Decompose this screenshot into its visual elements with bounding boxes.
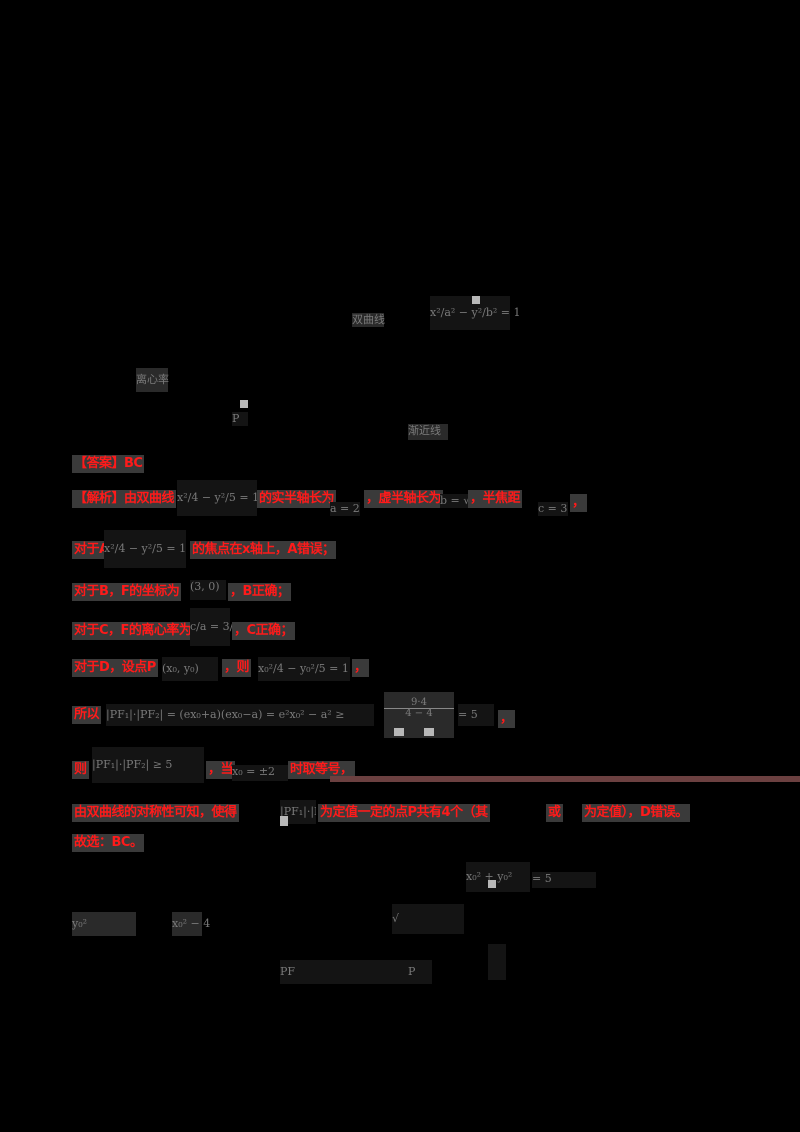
- fraction-denominator: 4 − 4: [405, 708, 433, 719]
- question-point: P: [232, 412, 248, 426]
- bottom-formula-2: = 5: [532, 872, 596, 888]
- formula-fragment: [240, 400, 248, 408]
- conclusion-line: 由双曲线的对称性可知，使得 |PF₁|·|PF₂| 为定值一定的点P共有4个（其…: [72, 800, 712, 826]
- analysis-text-3: ，半焦距: [468, 490, 523, 508]
- question-label-3: 渐近线: [408, 424, 448, 440]
- question-label-formula: 双曲线: [352, 313, 385, 327]
- option-b-prefix: 对于B，F的坐标为: [72, 583, 182, 601]
- bottom-formula-4: x₀² − 4: [172, 912, 210, 936]
- derivation-line: 所以 |PF₁|·|PF₂| = (ex₀+a)(ex₀−a) = e²x₀² …: [72, 692, 532, 738]
- conclusion-text-4: 为定值），D错误。: [582, 804, 690, 822]
- option-c-prefix: 对于C，F的离心率为: [72, 622, 194, 640]
- derivation-formula: |PF₁|·|PF₂| = (ex₀+a)(ex₀−a) = e²x₀² − a…: [106, 704, 374, 726]
- conclusion-highlight: [280, 816, 288, 826]
- final-answer: 故选：BC。: [72, 834, 145, 852]
- option-d-formula-2: x₀²/4 − y₀²/5 = 1: [258, 657, 350, 681]
- option-c-formula: c/a = 3/2: [190, 608, 240, 646]
- option-d-line: 对于D，设点P (x₀, y₀) ，则 x₀²/4 − y₀²/5 = 1 ，: [72, 655, 372, 685]
- analysis-end: ，: [570, 494, 587, 512]
- conclusion-formula: |PF₁|·|PF₂|: [280, 800, 316, 824]
- derivation-tail: = 5: [458, 704, 494, 726]
- bottom-formula-1: x₀² + y₀²: [466, 862, 530, 892]
- formula-highlight: [472, 296, 480, 304]
- bottom-formula-5: √: [392, 904, 464, 934]
- option-a-line: 对于A， x²/4 − y²/5 = 1 的焦点在x轴上，A错误；: [72, 530, 372, 570]
- conclusion-text-1: 由双曲线的对称性可知，使得: [72, 804, 239, 822]
- bottom-highlight: [488, 880, 496, 888]
- option-c-text: ，C正确；: [232, 622, 296, 640]
- option-d-text: ，则: [222, 659, 252, 677]
- bottom-fragment: [488, 944, 506, 980]
- analysis-text-1: 的实半轴长为: [257, 490, 337, 508]
- equality-formula-2: x₀ = ±2: [232, 765, 288, 781]
- equality-line: 则 |PF₁|·|PF₂| ≥ 5 ，当 x₀ = ±2 时取等号，: [72, 745, 355, 785]
- question-label-2: 离心率: [136, 368, 169, 392]
- question-formula: x²/a² − y²/b² = 1: [430, 296, 521, 330]
- divider-line: [330, 776, 800, 782]
- analysis-value-2: b = √5: [440, 494, 478, 508]
- option-d-formula: (x₀, y₀): [162, 657, 218, 681]
- option-d-tail: ，: [352, 659, 369, 677]
- option-b-text: ，B正确；: [228, 583, 292, 601]
- equality-formula: |PF₁|·|PF₂| ≥ 5: [92, 747, 204, 783]
- option-d-prefix: 对于D，设点P: [72, 659, 158, 677]
- option-b-formula: (3, 0): [190, 580, 226, 600]
- option-b-line: 对于B，F的坐标为 (3, 0) ，B正确；: [72, 578, 372, 608]
- equality-tail: 时取等号，: [288, 761, 355, 779]
- bottom-formula-6: PF: [280, 960, 410, 984]
- fraction-highlight: [394, 728, 404, 736]
- bottom-formula-3: y₀²: [72, 912, 136, 936]
- analysis-text-2: ，虚半轴长为: [364, 490, 444, 508]
- bottom-formula-7: P: [408, 960, 432, 984]
- option-a-formula: x²/4 − y²/5 = 1: [104, 530, 186, 568]
- equality-prefix: 则: [72, 761, 89, 779]
- analysis-value-1: a = 2: [330, 502, 360, 516]
- fraction-highlight-2: [424, 728, 434, 736]
- fraction-numerator: 9·4: [384, 698, 454, 709]
- analysis-label: 【解析】由双曲线: [72, 490, 177, 508]
- analysis-line: 【解析】由双曲线 x²/4 − y²/5 = 1 的实半轴长为 a = 2 ，虚…: [72, 480, 592, 520]
- answer-label: 【答案】BC: [72, 455, 145, 473]
- analysis-formula: x²/4 − y²/5 = 1: [177, 480, 259, 516]
- analysis-value-3: c = 3: [538, 502, 568, 516]
- option-a-text: 的焦点在x轴上，A错误；: [190, 541, 337, 559]
- derivation-end: ，: [498, 710, 515, 728]
- derivation-prefix: 所以: [72, 706, 102, 724]
- conclusion-text-3: 或: [546, 804, 563, 822]
- equality-text: ，当: [206, 761, 236, 779]
- option-c-line: 对于C，F的离心率为 c/a = 3/2 ，C正确；: [72, 608, 372, 648]
- conclusion-text-2: 为定值一定的点P共有4个（其: [318, 804, 490, 822]
